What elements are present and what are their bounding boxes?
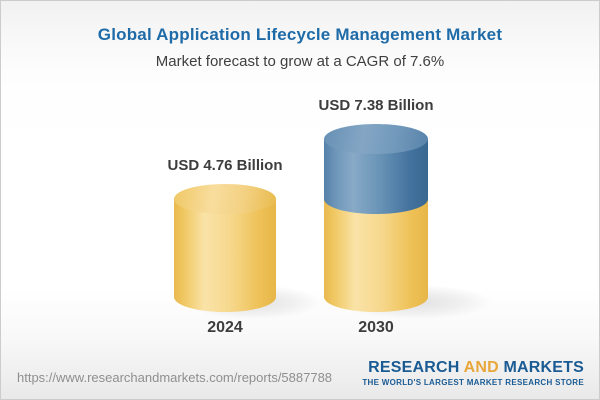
- logo-word-markets: MARKETS: [503, 359, 584, 376]
- bar-cylinder-2024: [174, 184, 276, 312]
- page-subtitle: Market forecast to grow at a CAGR of 7.6…: [155, 53, 445, 70]
- bar-cylinder-2030: [324, 124, 428, 312]
- logo-tagline: THE WORLD'S LARGEST MARKET RESEARCH STOR…: [362, 377, 584, 387]
- value-label-2030: USD 7.38 Billion: [318, 97, 434, 114]
- cylinder-base-segment-2030: [324, 199, 428, 312]
- report-url-link[interactable]: https://www.researchandmarkets.com/repor…: [17, 370, 333, 385]
- value-label-2024: USD 4.76 Billion: [167, 157, 283, 174]
- logo-word-and: AND: [463, 359, 499, 376]
- category-label-2030: 2030: [358, 319, 394, 336]
- cylinder-body-2024: [174, 199, 276, 312]
- logo-wordmark: RESEARCH AND MARKETS: [362, 359, 584, 377]
- research-and-markets-logo: RESEARCH AND MARKETS THE WORLD'S LARGEST…: [362, 359, 584, 387]
- cylinder-top-2024: [174, 184, 276, 214]
- category-label-2024: 2024: [207, 319, 243, 336]
- growth-segment-top: [324, 124, 428, 154]
- cylinder-growth-segment-2030: [324, 124, 428, 214]
- logo-word-research: RESEARCH: [368, 359, 460, 376]
- page-title: Global Application Lifecycle Management …: [97, 25, 503, 44]
